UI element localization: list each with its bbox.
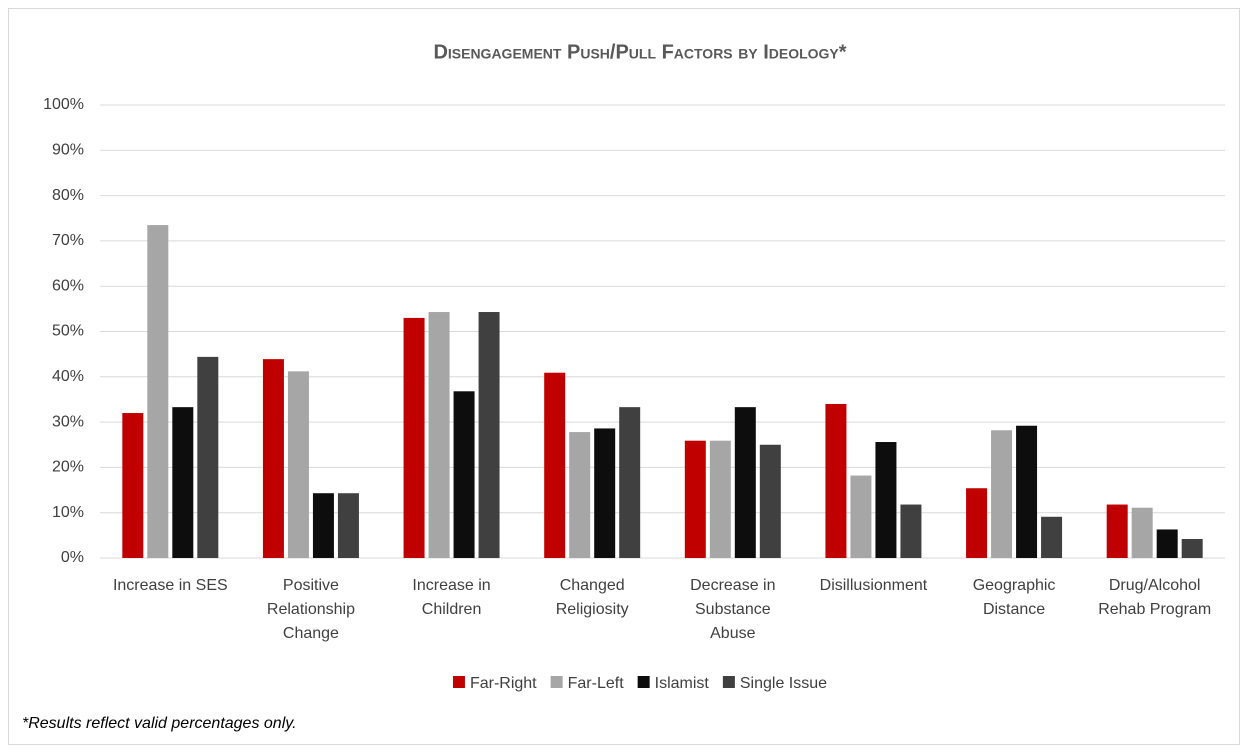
y-tick-label: 90% [52,142,84,159]
bar [569,432,591,558]
x-tick-line: Disillusionment [820,577,928,594]
y-tick-label: 0% [61,549,84,566]
y-tick-label: 100% [43,96,84,113]
x-tick-line: Changed [560,577,625,594]
bar [1156,529,1178,558]
x-tick-line: Children [422,601,482,618]
bar [312,493,334,558]
x-tick-line: Substance [695,601,771,618]
legend-label: Single Issue [740,675,827,692]
legend: Far-Right Far-Left Islamist Single Issue [452,675,827,692]
bar [991,430,1013,558]
bar [428,312,450,558]
y-tick-label: 50% [52,323,84,340]
bar [966,488,988,558]
x-tick-label: Decrease in Substance Abuse [690,577,775,642]
bar [478,312,500,558]
bar [403,317,425,558]
x-tick-label: Increase in Children [412,577,490,618]
bar [122,413,144,558]
bar [337,493,359,558]
bar [1016,425,1038,558]
bar [453,391,475,558]
legend-swatch [550,676,563,688]
bar [147,225,169,559]
x-tick-line: Positive [283,577,339,594]
y-tick-label: 30% [52,413,84,430]
footnote: *Results reflect valid percentages only. [22,715,297,732]
y-tick-label: 10% [52,504,84,521]
x-tick-label: Disillusionment [820,577,928,594]
legend-label: Far-Right [470,675,537,692]
bar [619,407,641,558]
legend-label: Far-Left [568,675,625,692]
bar [875,442,897,558]
x-tick-line: Rehab Program [1098,601,1211,618]
legend-swatch [722,676,735,688]
x-tick-line: Religiosity [556,601,629,618]
bar [1106,504,1128,558]
x-tick-label: Positive Relationship Change [267,577,355,642]
x-tick-line: Increase in [412,577,490,594]
x-tick-line: Drug/Alcohol [1109,577,1201,594]
legend-swatch [637,676,650,688]
bar [172,407,194,558]
y-tick-label: 70% [52,232,84,249]
bar [759,444,781,558]
bar [734,407,756,558]
x-tick-line: Increase in SES [113,577,228,594]
chart-title: Disengagement Push/Pull Factors by Ideol… [433,41,846,63]
x-tick-label: Changed Religiosity [556,577,629,618]
y-tick-label: 20% [52,459,84,476]
x-tick-label: Geographic Distance [973,577,1056,618]
x-tick-line: Decrease in [690,577,775,594]
x-tick-line: Relationship [267,601,355,618]
x-tick-line: Change [283,625,339,642]
legend-label: Islamist [655,675,710,692]
x-tick-line: Abuse [710,625,755,642]
y-tick-label: 40% [52,368,84,385]
x-tick-label: Drug/Alcohol Rehab Program [1098,577,1211,618]
bar [262,359,284,558]
bar [684,440,706,558]
bar [287,371,309,558]
bar [1131,507,1153,558]
bar [825,403,847,558]
x-tick-label: Increase in SES [113,577,228,594]
x-tick-line: Geographic [973,577,1056,594]
y-tick-label: 60% [52,277,84,294]
bar [1041,516,1063,558]
bar [850,475,872,558]
bar [594,428,616,558]
bar [1181,538,1203,558]
bar [709,440,731,558]
bar [197,356,219,558]
bar [900,504,922,558]
x-tick-line: Distance [983,601,1045,618]
y-tick-label: 80% [52,187,84,204]
bar [544,372,566,558]
legend-swatch [452,676,465,688]
